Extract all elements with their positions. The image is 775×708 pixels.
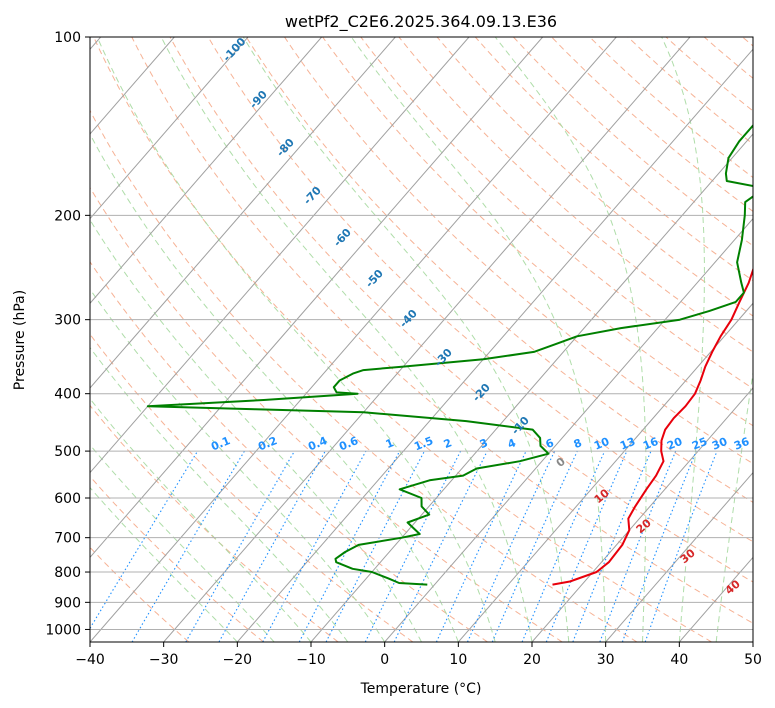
dry-adiabat <box>436 37 753 317</box>
dewpoint-line <box>146 124 753 586</box>
isotherm-line <box>531 387 753 642</box>
isotherm-line <box>90 37 249 220</box>
dry-adiabat <box>90 260 488 642</box>
moist-adiabat <box>494 37 647 642</box>
moist-adiabat <box>90 133 459 642</box>
dry-adiabat <box>398 37 753 353</box>
mixing-ratio-line <box>572 450 652 642</box>
isotherm-line <box>90 37 396 389</box>
mixing-ratio-line <box>218 450 326 642</box>
x-tick-label: 10 <box>449 652 467 668</box>
dry-adiabat <box>131 37 753 624</box>
pressure-grid <box>90 37 753 630</box>
mixing-ratio-label: 30 <box>710 435 729 453</box>
mixing-ratio-label: 25 <box>690 435 709 453</box>
y-tick-label: 800 <box>54 565 81 581</box>
chart-title: wetPf2_C2E6.2025.364.09.13.E36 <box>285 12 557 32</box>
y-tick-label: 500 <box>54 444 81 460</box>
mixing-ratio-label: 10 <box>592 435 611 453</box>
moist-adiabat <box>160 37 533 642</box>
y-tick-label: 200 <box>54 208 81 224</box>
y-tick-label: 900 <box>54 595 81 611</box>
x-tick-label: −20 <box>223 652 253 668</box>
x-axis-ticks: −40 −30 −20 −10 0 10 20 30 40 50 <box>75 642 762 668</box>
x-tick-label: −40 <box>75 652 105 668</box>
y-tick-label: 300 <box>54 313 81 329</box>
x-tick-label: 20 <box>523 652 541 668</box>
moist-adiabat <box>242 37 570 642</box>
isotherm-line <box>384 217 753 642</box>
isotherm-line <box>90 37 544 559</box>
x-axis-label: Temperature (°C) <box>360 681 482 697</box>
x-tick-label: 0 <box>380 652 389 668</box>
isotherm-line <box>236 48 753 642</box>
moist-adiabat <box>90 288 386 642</box>
mixing-ratio-line <box>621 450 697 642</box>
y-axis-ticks: 100 200 300 400 500 600 700 800 900 1000 <box>45 30 90 638</box>
moist-adiabat <box>90 346 349 642</box>
isotherm-line <box>457 302 753 642</box>
dry-adiabat <box>93 37 712 642</box>
mixing-ratio-label: 13 <box>618 435 637 453</box>
mixing-ratio-line <box>262 450 367 642</box>
moist-adiabat <box>90 397 312 642</box>
mixing-ratio-label: 3 <box>478 436 490 451</box>
moist-adiabat <box>90 218 422 642</box>
background-lines <box>90 37 753 642</box>
mixing-ratio-label: 36 <box>732 435 751 453</box>
dry-adiabat <box>245 37 753 503</box>
dry-adiabat <box>90 546 190 642</box>
moist-adiabat <box>350 37 607 642</box>
isotherm-line <box>163 37 691 642</box>
mixing-ratio-line <box>364 450 462 642</box>
temperature-line <box>552 266 753 586</box>
isotherm-line <box>310 133 753 642</box>
dry-adiabat <box>90 109 638 642</box>
y-tick-label: 700 <box>54 531 81 547</box>
x-tick-label: 30 <box>597 652 615 668</box>
x-tick-label: 50 <box>744 652 762 668</box>
plot-frame <box>89 36 754 643</box>
mixing-ratio-line <box>491 450 578 642</box>
x-tick-label: −30 <box>149 652 179 668</box>
isotherm-line <box>90 37 470 474</box>
isotherm-line <box>605 471 753 642</box>
mixing-ratio-line <box>521 450 606 642</box>
y-tick-label: 1000 <box>45 622 81 638</box>
moist-adiabat <box>715 370 753 642</box>
mixing-ratio-line <box>545 450 628 642</box>
dry-adiabat <box>90 475 264 642</box>
dry-adiabat <box>90 186 563 642</box>
dry-adiabat <box>169 37 753 583</box>
x-tick-label: −10 <box>296 652 326 668</box>
mixing-ratio-label: 1 <box>384 436 396 451</box>
y-tick-label: 600 <box>54 491 81 507</box>
mixing-ratio-line <box>90 450 199 630</box>
mixing-ratio-label: 8 <box>572 436 584 451</box>
profiles <box>146 124 753 586</box>
x-tick-label: 40 <box>670 652 688 668</box>
y-tick-label: 400 <box>54 387 81 403</box>
moist-adiabat <box>90 444 275 642</box>
y-tick-label: 100 <box>54 30 81 46</box>
moist-adiabat <box>661 37 705 642</box>
mixing-ratio-line <box>644 450 718 642</box>
isotherm-line <box>90 37 617 642</box>
mixing-ratio-line <box>599 450 677 642</box>
mixing-ratio-label: 20 <box>665 435 684 453</box>
mixing-ratio-label: 2 <box>442 436 454 451</box>
mixing-ratio-label: 16 <box>641 435 660 453</box>
isotherm-line <box>90 37 323 305</box>
y-axis-label: Pressure (hPa) <box>12 290 28 390</box>
dry-adiabat <box>90 404 339 642</box>
moist-adiabat <box>96 37 496 642</box>
